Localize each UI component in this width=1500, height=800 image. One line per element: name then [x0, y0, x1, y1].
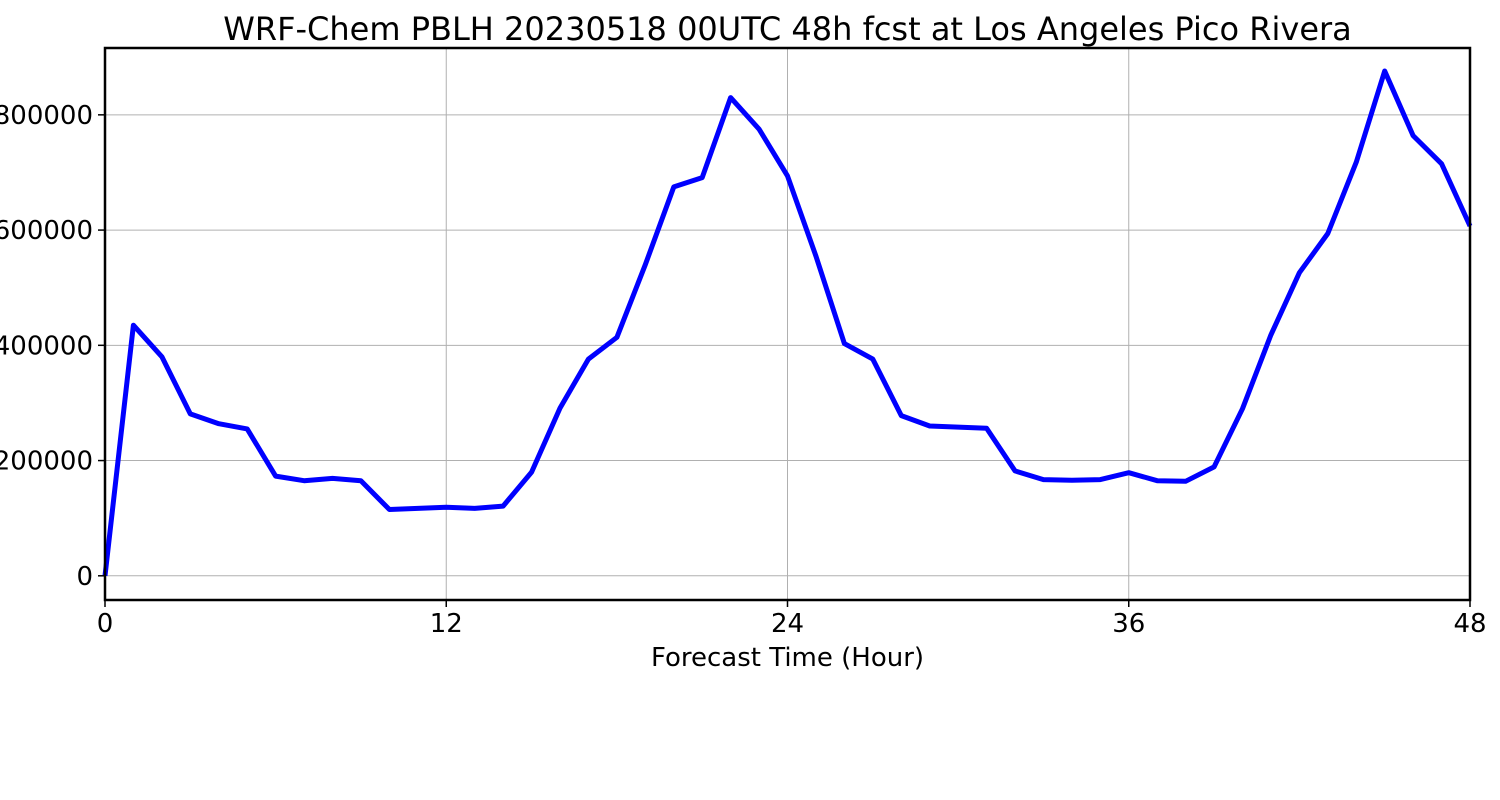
- x-tick-label: 36: [1112, 609, 1145, 639]
- y-tick-label: 800000: [0, 101, 93, 131]
- x-tick-label: 48: [1453, 609, 1486, 639]
- y-tick-label: 400000: [0, 331, 93, 361]
- x-axis: 0 12 24 36 48: [97, 600, 1487, 639]
- x-axis-label: Forecast Time (Hour): [651, 643, 924, 673]
- x-tick-label: 0: [97, 609, 114, 639]
- x-tick-label: 24: [771, 609, 804, 639]
- x-tick-label: 12: [430, 609, 463, 639]
- data-line-group: [102, 68, 1473, 577]
- chart-title: WRF-Chem PBLH 20230518 00UTC 48h fcst at…: [223, 10, 1352, 48]
- y-tick-label: 0: [76, 562, 93, 592]
- grid-lines: [104, 48, 1471, 600]
- y-tick-label: 200000: [0, 447, 93, 477]
- y-axis: 0 200000 400000 600000 800000: [0, 101, 105, 592]
- y-tick-label: 600000: [0, 216, 93, 246]
- series-line: [102, 68, 1473, 577]
